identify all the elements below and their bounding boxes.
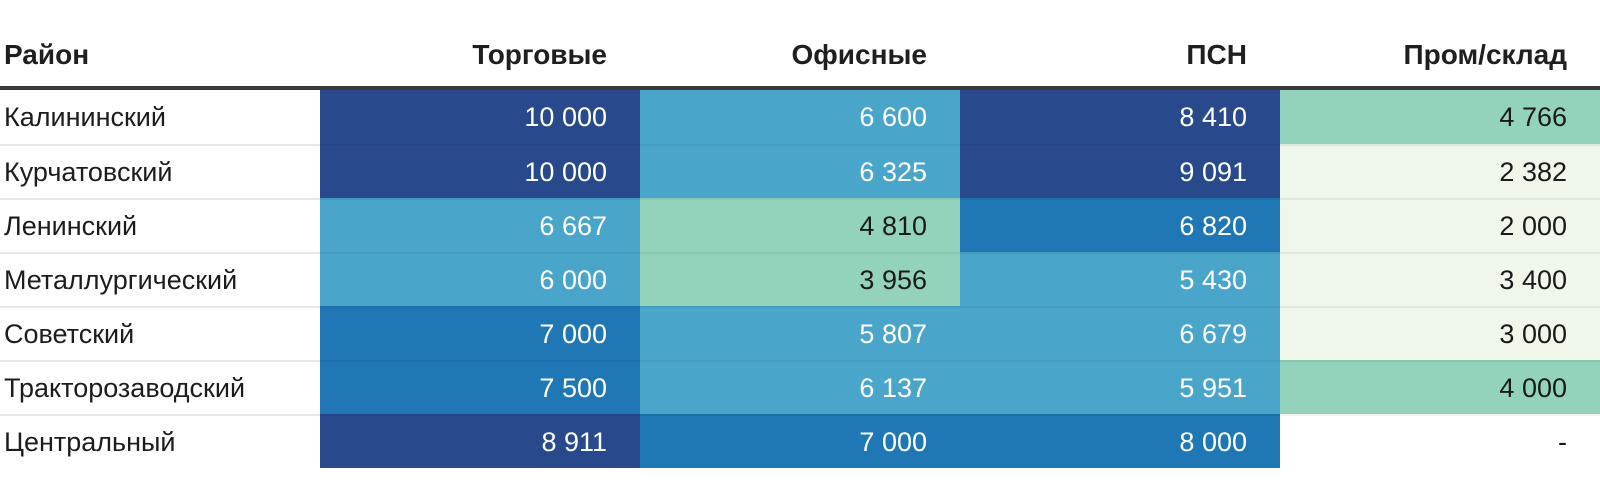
col-header-industrial: Пром/склад bbox=[1280, 0, 1600, 86]
table-row: Металлургический 6 000 3 956 5 430 3 400 bbox=[0, 252, 1600, 306]
cell-office: 5 807 bbox=[640, 306, 960, 360]
district-name: Тракторозаводский bbox=[0, 360, 320, 414]
cell-psn: 5 951 bbox=[960, 360, 1280, 414]
table-row: Курчатовский 10 000 6 325 9 091 2 382 bbox=[0, 144, 1600, 198]
cell-retail: 10 000 bbox=[320, 90, 640, 144]
district-name: Металлургический bbox=[0, 252, 320, 306]
cell-psn: 6 679 bbox=[960, 306, 1280, 360]
cell-retail: 8 911 bbox=[320, 414, 640, 468]
cell-psn: 8 000 bbox=[960, 414, 1280, 468]
cell-industrial: - bbox=[1280, 414, 1600, 468]
district-name: Калининский bbox=[0, 90, 320, 144]
district-name: Курчатовский bbox=[0, 144, 320, 198]
district-name: Центральный bbox=[0, 414, 320, 468]
cell-psn: 5 430 bbox=[960, 252, 1280, 306]
cell-psn: 9 091 bbox=[960, 144, 1280, 198]
table-row: Ленинский 6 667 4 810 6 820 2 000 bbox=[0, 198, 1600, 252]
table-row: Советский 7 000 5 807 6 679 3 000 bbox=[0, 306, 1600, 360]
cell-psn: 8 410 bbox=[960, 90, 1280, 144]
district-name: Советский bbox=[0, 306, 320, 360]
table-row: Центральный 8 911 7 000 8 000 - bbox=[0, 414, 1600, 468]
cell-industrial: 2 382 bbox=[1280, 144, 1600, 198]
district-name: Ленинский bbox=[0, 198, 320, 252]
cell-retail: 6 667 bbox=[320, 198, 640, 252]
col-header-psn: ПСН bbox=[960, 0, 1280, 86]
cell-office: 6 600 bbox=[640, 90, 960, 144]
cell-retail: 7 000 bbox=[320, 306, 640, 360]
cell-retail: 7 500 bbox=[320, 360, 640, 414]
cell-industrial: 4 000 bbox=[1280, 360, 1600, 414]
header-row: Район Торговые Офисные ПСН Пром/склад bbox=[0, 0, 1600, 90]
cell-retail: 10 000 bbox=[320, 144, 640, 198]
cell-industrial: 4 766 bbox=[1280, 90, 1600, 144]
col-header-retail: Торговые bbox=[320, 0, 640, 86]
table-row: Тракторозаводский 7 500 6 137 5 951 4 00… bbox=[0, 360, 1600, 414]
cell-office: 4 810 bbox=[640, 198, 960, 252]
cell-office: 7 000 bbox=[640, 414, 960, 468]
col-header-office: Офисные bbox=[640, 0, 960, 86]
col-header-district: Район bbox=[0, 0, 320, 86]
cell-industrial: 3 400 bbox=[1280, 252, 1600, 306]
table-row: Калининский 10 000 6 600 8 410 4 766 bbox=[0, 90, 1600, 144]
cell-office: 6 325 bbox=[640, 144, 960, 198]
cell-office: 3 956 bbox=[640, 252, 960, 306]
cell-psn: 6 820 bbox=[960, 198, 1280, 252]
cell-retail: 6 000 bbox=[320, 252, 640, 306]
cell-office: 6 137 bbox=[640, 360, 960, 414]
cell-industrial: 2 000 bbox=[1280, 198, 1600, 252]
cell-industrial: 3 000 bbox=[1280, 306, 1600, 360]
